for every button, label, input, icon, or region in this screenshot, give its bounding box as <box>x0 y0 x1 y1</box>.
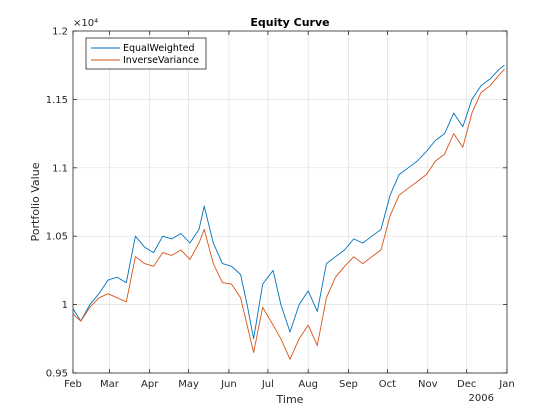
grid-lines <box>73 31 507 373</box>
x-tick-label: Aug <box>298 379 318 390</box>
series-layer <box>72 64 505 360</box>
plot-area <box>73 31 507 373</box>
y-tick-label: 1.05 <box>46 232 68 243</box>
series-line-equalweighted <box>72 64 505 340</box>
plot-frame <box>72 30 508 374</box>
y-tick-label: 1 <box>62 300 68 311</box>
y-tick-label: 1.15 <box>46 95 68 106</box>
x-tick-label: Nov <box>418 379 438 390</box>
legend-label-equalweighted: EqualWeighted <box>123 43 195 54</box>
x-tick-labels: Feb Mar Apr May Jun Jul Aug Sep Oct Nov Dec Jan <box>64 379 515 390</box>
x-tick-label: Sep <box>339 379 358 390</box>
x-tick-label: Oct <box>379 379 396 390</box>
x-tick-label: May <box>178 379 199 390</box>
y-tick-labels: 0.95 1 1.05 1.1 1.15 1.2 <box>46 27 68 380</box>
x-tick-label: Mar <box>100 379 120 390</box>
legend-label-inversevariance: InverseVariance <box>123 55 199 66</box>
x-tick-label: Jul <box>261 379 274 390</box>
x-tick-label: Feb <box>64 379 82 390</box>
x-axis-label: Time <box>276 393 304 406</box>
x-tick-label: Jan <box>498 379 514 390</box>
x-year-label: 2006 <box>469 393 494 404</box>
series-line-inversevariance <box>72 68 505 360</box>
y-tick-label: 0.95 <box>46 369 68 380</box>
axis-ticks <box>72 30 508 374</box>
x-tick-label: Dec <box>457 379 476 390</box>
x-tick-label: Jun <box>220 379 237 390</box>
chart-title: Equity Curve <box>250 16 329 29</box>
y-exponent-label: ×10⁴ <box>73 18 98 29</box>
y-axis-label: Portfolio Value <box>29 162 42 241</box>
y-tick-label: 1.2 <box>52 27 68 38</box>
x-tick-label: Apr <box>141 379 159 390</box>
y-tick-label: 1.1 <box>52 163 68 174</box>
legend-box <box>85 37 207 70</box>
legend: EqualWeighted InverseVariance <box>85 37 207 70</box>
